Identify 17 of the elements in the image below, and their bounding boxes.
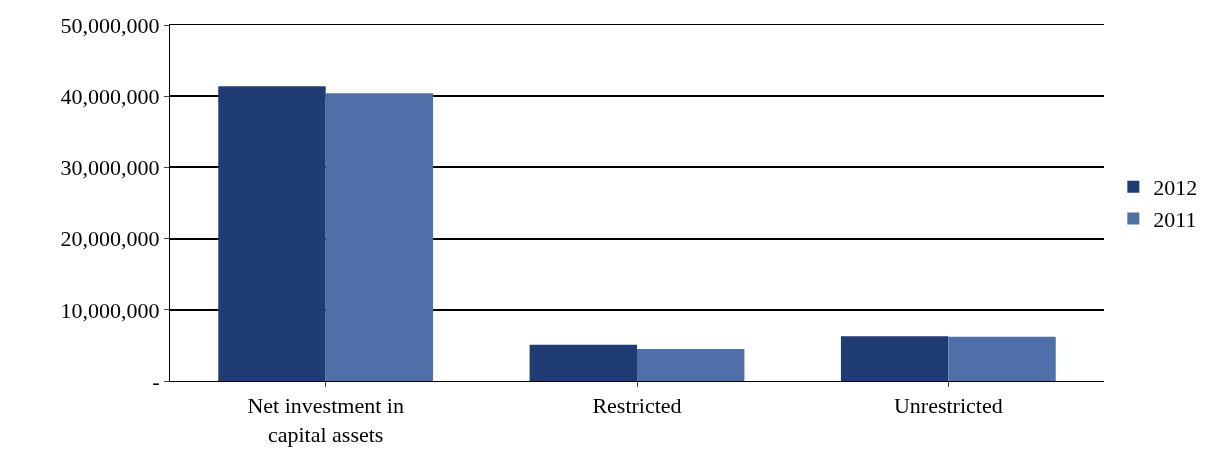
bar (218, 86, 326, 381)
bar (637, 348, 745, 381)
x-tick-label: Net investment in capital assets (247, 393, 404, 447)
legend-label: 2011 (1153, 206, 1197, 232)
bar (325, 93, 434, 381)
bar (948, 336, 1056, 381)
y-tick-label: 30,000,000 (60, 155, 160, 181)
y-tick-label: 20,000,000 (60, 226, 160, 252)
y-tick-label: - (152, 368, 160, 394)
y-tick-label: 50,000,000 (60, 12, 160, 38)
y-tick-label: 10,000,000 (60, 297, 160, 323)
x-tick-label: Unrestricted (893, 393, 1003, 419)
x-tick-label: Restricted (592, 393, 682, 419)
bar (840, 336, 949, 381)
bar (529, 344, 637, 381)
legend-label: 2012 (1153, 175, 1198, 201)
y-tick-label: 40,000,000 (60, 83, 160, 109)
